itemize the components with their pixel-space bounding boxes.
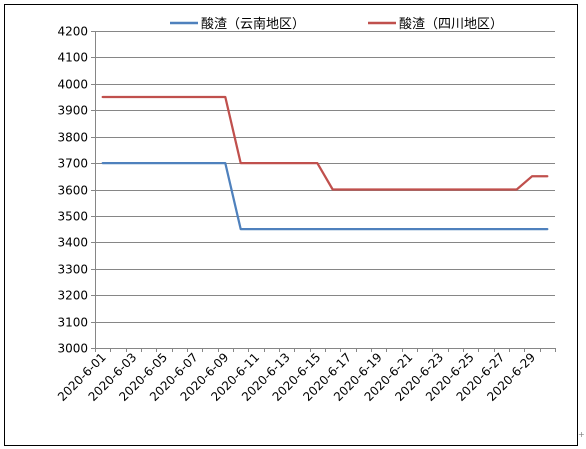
y-tick-label: 3500 [57,210,88,224]
y-tick-label: 4100 [57,51,88,65]
y-tick-label: 3600 [57,184,88,198]
series-lines [101,95,549,231]
legend-label: 酸渣（云南地区） [201,16,305,32]
y-tick-label: 3100 [57,316,88,330]
corner-mark: + [578,430,585,439]
y-tick-label: 3300 [57,263,88,277]
legend: 酸渣（云南地区） 酸渣（四川地区） [170,16,503,32]
series-line [101,95,549,191]
y-tick-label: 3900 [57,104,88,118]
y-tick-label: 3200 [57,289,88,303]
y-tick-label: 3700 [57,157,88,171]
y-axis: 3000 3100 3200 3300 3400 3500 3600 3700 3800 3900… [57,25,96,356]
y-tick-label: 3000 [57,342,88,356]
y-tick-label: 3400 [57,236,88,250]
chart-border [4,4,578,446]
y-tick-label: 3800 [57,131,88,145]
y-tick-label: 4000 [57,78,88,92]
series-line [101,161,549,231]
y-tick-label: 4200 [57,25,88,39]
legend-label: 酸渣（四川地区） [399,17,503,32]
